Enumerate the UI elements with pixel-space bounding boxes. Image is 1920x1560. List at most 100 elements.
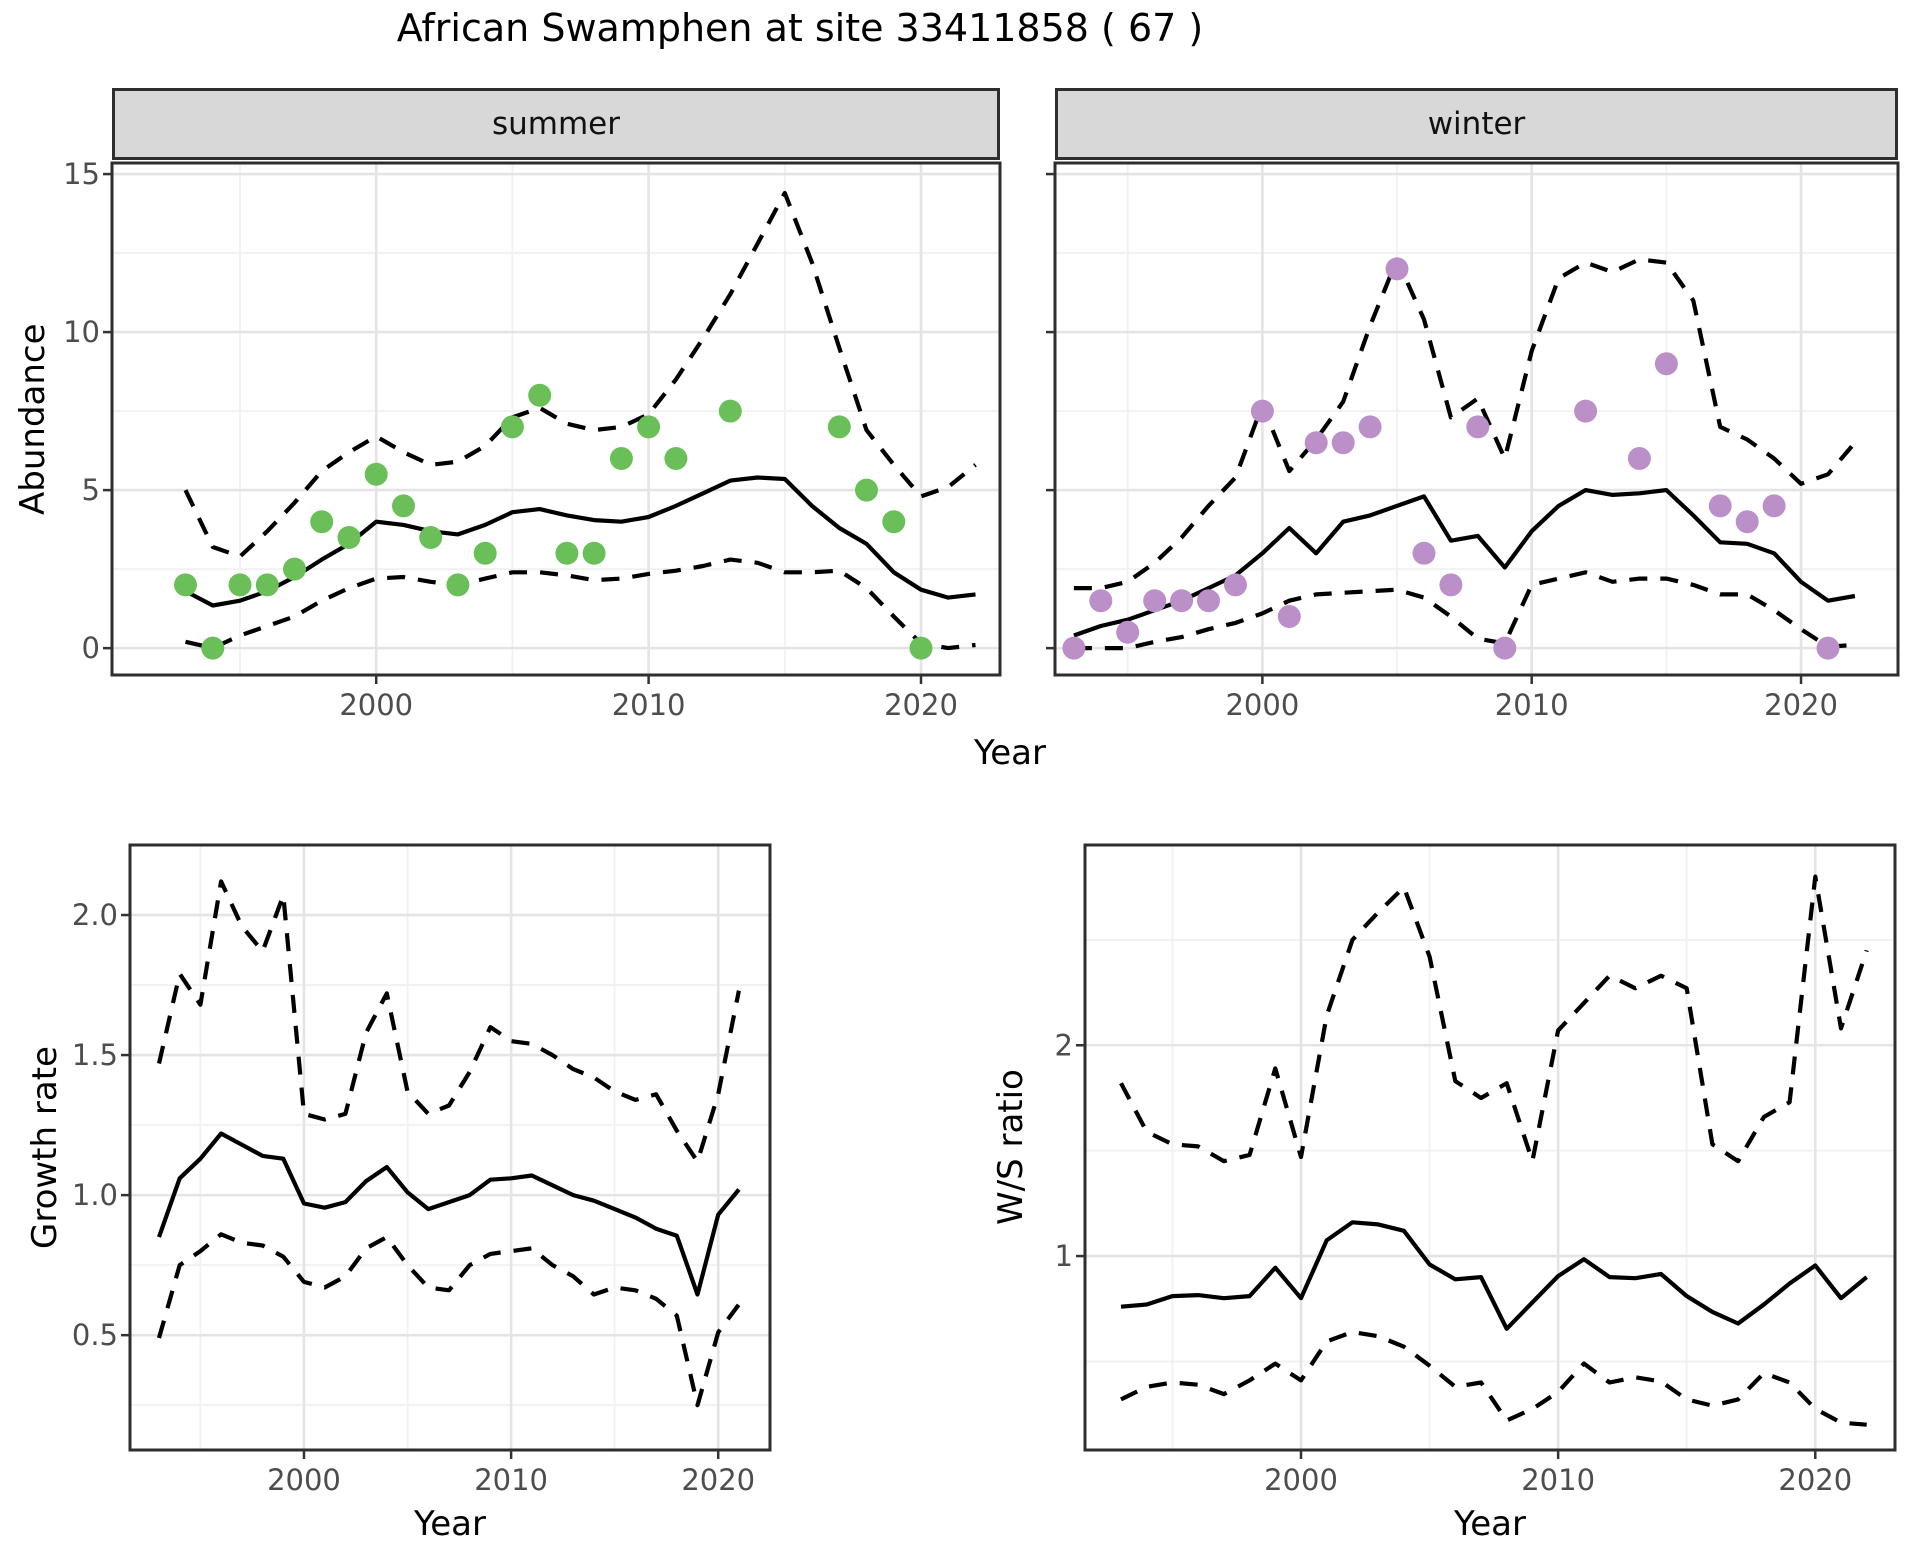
facet-strip-summer-label: summer bbox=[491, 106, 620, 142]
y-tick-label: 10 bbox=[63, 315, 100, 349]
panel-border bbox=[110, 161, 1002, 677]
data-point bbox=[1062, 636, 1086, 660]
panel-border bbox=[128, 843, 772, 1452]
data-point bbox=[1762, 494, 1786, 518]
series-lower_ci bbox=[1073, 570, 1856, 651]
data-point bbox=[664, 447, 688, 470]
data-point bbox=[392, 494, 415, 518]
data-point bbox=[228, 573, 252, 597]
x-tick-label: 2000 bbox=[339, 688, 413, 722]
panel-border bbox=[1053, 161, 1900, 677]
y-tick-label: 0 bbox=[82, 631, 100, 665]
x-tick-label: 2020 bbox=[1764, 688, 1838, 722]
panel-abundance_summer: 2000 2010 2020 0 5 10 15 bbox=[63, 157, 1002, 722]
data-point bbox=[1116, 620, 1140, 644]
data-point bbox=[1654, 352, 1678, 376]
data-point bbox=[174, 573, 197, 597]
series-lower_ci bbox=[1120, 1329, 1867, 1427]
data-point bbox=[1143, 589, 1167, 613]
facet-strip-winter: winter bbox=[1055, 88, 1898, 160]
data-point bbox=[1358, 415, 1382, 439]
data-point bbox=[882, 510, 906, 534]
data-point bbox=[1412, 541, 1436, 565]
x-tick-label: 2020 bbox=[681, 1463, 755, 1497]
data-point bbox=[446, 573, 470, 597]
y-axis-label-growth-rate: Growth rate bbox=[25, 1046, 65, 1249]
data-point bbox=[528, 383, 552, 407]
data-point bbox=[1385, 257, 1409, 281]
data-point bbox=[1439, 573, 1463, 597]
data-point bbox=[1708, 494, 1732, 518]
y-tick-label: 2.0 bbox=[72, 898, 118, 932]
y-axis-label-abundance: Abundance bbox=[13, 323, 53, 515]
y-tick-label: 1 bbox=[1055, 1239, 1073, 1273]
data-point bbox=[500, 415, 524, 439]
data-point bbox=[473, 541, 497, 565]
panel-ws_ratio: 2000 2010 2020 1 2 bbox=[1055, 843, 1897, 1497]
data-point bbox=[582, 541, 606, 565]
data-point bbox=[1627, 447, 1651, 470]
x-tick-label: 2000 bbox=[1264, 1463, 1338, 1497]
series-mean bbox=[184, 475, 976, 608]
y-tick-label: 15 bbox=[63, 157, 100, 191]
data-point bbox=[337, 526, 361, 549]
data-point bbox=[1089, 589, 1113, 613]
panel-border bbox=[1083, 843, 1897, 1452]
panel-growth_rate: 2000 2010 2020 0.5 1.0 1.5 2.0 bbox=[72, 843, 772, 1497]
series-lower_ci bbox=[185, 557, 976, 651]
x-tick-label: 2000 bbox=[267, 1463, 341, 1497]
data-point bbox=[1170, 589, 1194, 613]
x-tick-label: 2010 bbox=[474, 1463, 548, 1497]
y-tick-label: 0.5 bbox=[72, 1318, 118, 1352]
series-upper_ci bbox=[1119, 874, 1869, 1164]
data-point bbox=[1735, 510, 1759, 534]
series-upper_ci bbox=[156, 879, 741, 1164]
series-upper_ci bbox=[183, 190, 977, 559]
data-point bbox=[827, 415, 851, 439]
data-point bbox=[201, 636, 225, 660]
data-point bbox=[1493, 636, 1517, 660]
facet-strip-winter-label: winter bbox=[1427, 106, 1526, 142]
x-tick-label: 2010 bbox=[612, 688, 686, 722]
x-tick-label: 2010 bbox=[1495, 688, 1569, 722]
chart-title: African Swamphen at site 33411858 ( 67 ) bbox=[396, 6, 1204, 50]
data-point bbox=[637, 415, 661, 439]
data-point bbox=[609, 447, 633, 470]
data-point bbox=[310, 510, 334, 534]
facet-strip-summer: summer bbox=[112, 88, 1000, 160]
x-axis-label-ws: Year bbox=[1454, 1504, 1526, 1544]
data-point bbox=[1250, 399, 1274, 423]
y-axis-label-ws-ratio: W/S ratio bbox=[991, 1069, 1031, 1226]
data-point bbox=[1197, 589, 1220, 613]
data-point bbox=[1304, 431, 1328, 455]
data-point bbox=[909, 636, 933, 660]
series-lower_ci bbox=[156, 1232, 741, 1408]
data-point bbox=[255, 573, 279, 597]
x-axis-label-growth: Year bbox=[414, 1504, 486, 1544]
data-point bbox=[1466, 415, 1490, 439]
x-tick-label: 2010 bbox=[1521, 1463, 1595, 1497]
x-axis-label-top: Year bbox=[974, 733, 1046, 773]
y-tick-label: 1.5 bbox=[72, 1038, 118, 1072]
y-tick-label: 1.0 bbox=[72, 1178, 118, 1212]
data-point bbox=[1331, 431, 1355, 455]
x-tick-label: 2020 bbox=[884, 688, 958, 722]
data-point bbox=[283, 557, 306, 581]
data-point bbox=[555, 541, 579, 565]
data-point bbox=[1816, 636, 1840, 660]
x-tick-label: 2020 bbox=[1778, 1463, 1852, 1497]
data-point bbox=[419, 526, 443, 549]
y-tick-label: 2 bbox=[1055, 1028, 1073, 1062]
data-point bbox=[855, 478, 878, 502]
data-point bbox=[1574, 399, 1598, 423]
panel-abundance_winter: 2000 2010 2020 bbox=[1046, 161, 1900, 722]
series-mean bbox=[1120, 1220, 1869, 1331]
data-point bbox=[1277, 605, 1301, 628]
data-point bbox=[718, 399, 742, 423]
series-mean bbox=[157, 1131, 741, 1297]
data-point bbox=[364, 462, 388, 486]
x-tick-label: 2000 bbox=[1225, 688, 1299, 722]
y-tick-label: 5 bbox=[82, 473, 100, 507]
